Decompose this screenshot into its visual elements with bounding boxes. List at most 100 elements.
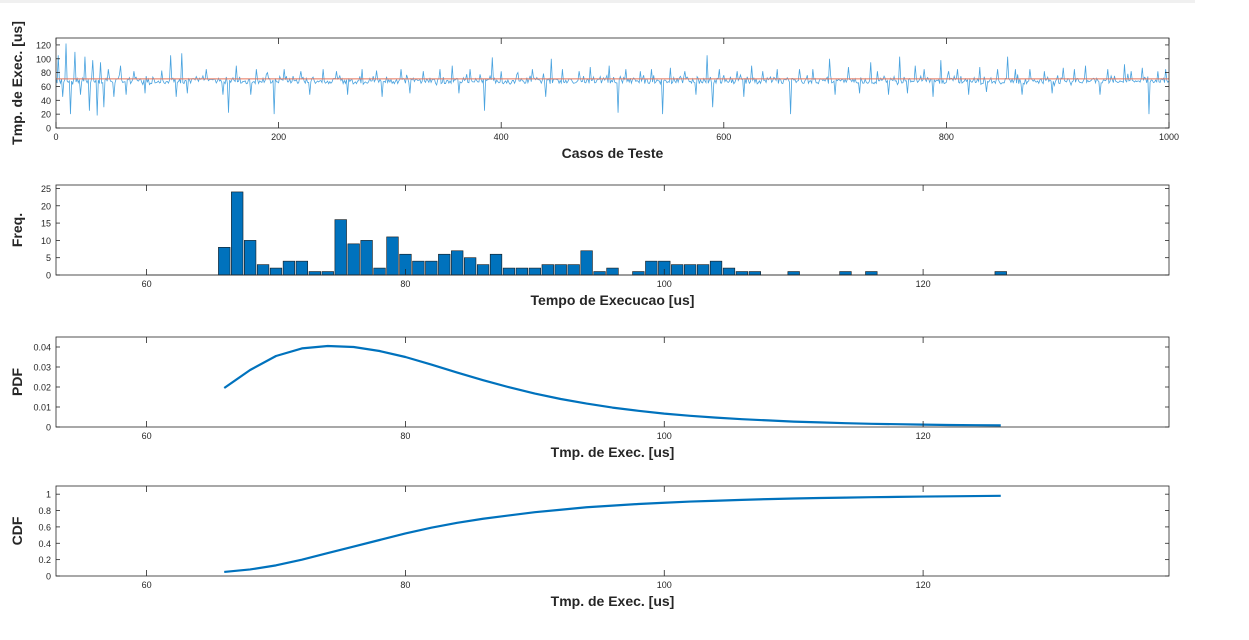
histogram-bar <box>787 271 800 276</box>
histogram-bar <box>373 267 386 276</box>
y-tick-label: 1 <box>46 490 51 500</box>
y-tick-label: 0.8 <box>38 506 51 516</box>
histogram-bar <box>632 271 645 276</box>
histogram-bar <box>722 267 736 276</box>
y-tick-label: 80 <box>41 68 51 78</box>
histogram-bar <box>308 271 321 276</box>
y-tick-label: 0 <box>46 271 51 281</box>
histogram-bar <box>994 271 1007 276</box>
y-tick-label: 0.03 <box>33 363 51 373</box>
x-tick-label: 1000 <box>1159 132 1179 142</box>
y-tick-label: 20 <box>41 110 51 120</box>
y-tick-label: 10 <box>41 236 51 246</box>
y-tick-label: 0 <box>46 572 51 582</box>
x-axis-label: Casos de Teste <box>562 145 664 161</box>
axes-4: 0 0.2 0.4 0.6 0.8 1 60 80 100 120 Tmp. de Exec. [u… <box>9 486 1169 609</box>
y-tick-label: 60 <box>41 82 51 92</box>
x-tick-label: 200 <box>271 132 286 142</box>
series-execution-time-line <box>55 43 1170 116</box>
histogram-bar <box>489 253 503 276</box>
x-axis-label: Tmp. de Exec. [us] <box>551 444 675 460</box>
histogram-bar <box>451 250 464 276</box>
histogram-bar <box>709 260 723 276</box>
cdf-curve <box>224 494 1001 574</box>
x-tick-label: 400 <box>494 132 509 142</box>
x-tick-label: 800 <box>939 132 954 142</box>
axes-3: 0 0.01 0.02 0.03 0.04 60 80 100 120 Tmp. de Exec.… <box>9 337 1169 460</box>
y-axis-label: CDF <box>9 516 25 545</box>
histogram-bar <box>256 264 270 276</box>
histogram-bar <box>645 260 658 276</box>
x-tick-label: 60 <box>142 431 152 441</box>
histogram-bar <box>696 264 710 276</box>
y-axis-label: Freq. <box>9 213 25 247</box>
x-axis-label: Tempo de Execucao [us] <box>531 292 695 308</box>
plot-frame <box>55 485 1170 577</box>
histogram-bar <box>218 247 231 276</box>
x-tick-label: 100 <box>657 580 672 590</box>
y-tick-label: 0 <box>46 423 51 433</box>
plot-frame <box>55 184 1170 276</box>
plot-frame <box>55 336 1170 428</box>
histogram-bar <box>554 264 567 276</box>
histogram-bar <box>334 219 347 276</box>
histogram-bar <box>438 253 451 276</box>
histogram-bar <box>386 236 399 276</box>
histogram-bar <box>360 240 373 276</box>
histogram-bar <box>567 264 580 276</box>
histogram-bar <box>671 264 684 276</box>
x-tick-label: 120 <box>916 279 931 289</box>
histogram-bar <box>606 267 619 276</box>
x-tick-label: 0 <box>53 132 58 142</box>
x-tick-label: 80 <box>400 580 410 590</box>
y-tick-label: 120 <box>36 40 51 50</box>
x-tick-label: 100 <box>657 279 672 289</box>
top-strip <box>0 0 1195 3</box>
histogram-bar <box>541 264 554 276</box>
plot-frame <box>55 37 1170 129</box>
histogram-bar <box>425 260 438 276</box>
histogram-bar <box>347 243 360 276</box>
histogram-bar <box>593 271 606 276</box>
x-tick-label: 120 <box>916 431 931 441</box>
histogram-bar <box>684 264 697 276</box>
histogram-bar <box>282 260 296 276</box>
axes-2: 0 5 10 15 20 25 60 80 100 120 Tempo de Execucao [u… <box>9 184 1169 308</box>
y-axis-label: PDF <box>9 368 25 396</box>
histogram-bar <box>476 264 490 276</box>
x-tick-label: 60 <box>142 279 152 289</box>
y-axis-label: Tmp. de Exec. [us] <box>9 21 25 145</box>
histogram-bar <box>231 191 244 276</box>
y-tick-label: 0.02 <box>33 383 51 393</box>
y-tick-label: 20 <box>41 201 51 211</box>
x-tick-label: 80 <box>400 279 410 289</box>
histogram-bar <box>295 260 309 276</box>
histogram-bar <box>412 260 425 276</box>
histogram-bars <box>218 191 1007 276</box>
axes-1: 0 20 40 60 80 100 120 0 200 400 600 800 1000 Casos de… <box>9 21 1179 161</box>
y-tick-label: 5 <box>46 253 51 263</box>
y-tick-label: 100 <box>36 54 51 64</box>
histogram-bar <box>839 271 852 276</box>
histogram-bar <box>528 267 541 276</box>
histogram-bar <box>244 240 257 276</box>
y-tick-label: 0.6 <box>38 522 51 532</box>
y-tick-label: 15 <box>41 219 51 229</box>
histogram-bar <box>748 271 761 276</box>
x-tick-label: 120 <box>916 580 931 590</box>
y-tick-label: 25 <box>41 184 51 194</box>
histogram-bar <box>580 250 593 276</box>
histogram-bar <box>502 267 516 276</box>
x-tick-label: 100 <box>657 431 672 441</box>
histogram-bar <box>865 271 878 276</box>
y-tick-label: 40 <box>41 96 51 106</box>
y-tick-label: 0.4 <box>38 539 51 549</box>
y-tick-label: 0.04 <box>33 343 51 353</box>
pdf-curve <box>223 344 1001 427</box>
y-tick-label: 0.2 <box>38 555 51 565</box>
histogram-bar <box>735 271 749 276</box>
x-tick-label: 600 <box>716 132 731 142</box>
y-tick-label: 0.01 <box>33 403 51 413</box>
histogram-bar <box>269 267 283 276</box>
